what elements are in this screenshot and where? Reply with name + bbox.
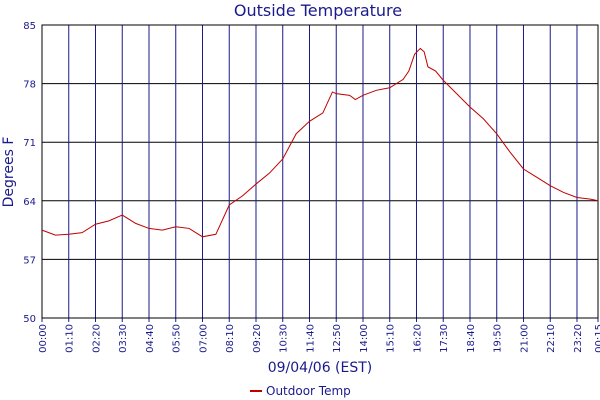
x-tick-label: 11:40 — [305, 324, 316, 353]
x-tick-label: 16:20 — [412, 324, 423, 353]
x-tick-label: 05:50 — [172, 324, 183, 353]
x-tick-label: 00:15 — [594, 324, 600, 353]
x-tick-label: 08:10 — [225, 324, 236, 353]
y-tick-label: 64 — [23, 197, 36, 208]
x-tick-label: 04:40 — [145, 324, 156, 353]
x-tick-label: 12:50 — [332, 324, 343, 353]
x-tick-label: 17:30 — [439, 324, 450, 353]
x-tick-label: 18:40 — [466, 324, 477, 353]
x-axis-label: 09/04/06 (EST) — [268, 360, 373, 376]
x-tick-label: 21:00 — [519, 324, 530, 353]
chart-title: Outside Temperature — [234, 1, 402, 20]
y-tick-label: 71 — [23, 138, 36, 149]
legend-label: Outdoor Temp — [266, 384, 351, 398]
x-tick-label: 10:30 — [279, 324, 290, 353]
y-tick-label: 50 — [23, 314, 36, 325]
x-tick-label: 00:00 — [38, 324, 49, 353]
x-tick-label: 19:50 — [493, 324, 504, 353]
y-tick-label: 85 — [23, 21, 36, 32]
x-tick-label: 01:10 — [65, 324, 76, 353]
x-tick-label: 22:10 — [546, 324, 557, 353]
x-tick-label: 07:00 — [198, 324, 209, 353]
x-tick-label: 03:30 — [118, 324, 129, 353]
plot-frame — [41, 24, 599, 319]
x-tick-label: 14:00 — [359, 324, 370, 353]
x-tick-label: 15:10 — [386, 324, 397, 353]
y-axis-label: Degrees F — [1, 137, 17, 208]
y-tick-label: 78 — [23, 80, 36, 91]
series-line — [41, 47, 599, 238]
x-tick-label: 02:20 — [91, 324, 102, 353]
y-tick-label: 57 — [23, 255, 36, 266]
x-tick-label: 09:20 — [252, 324, 263, 353]
x-tick-label: 23:20 — [573, 324, 584, 353]
